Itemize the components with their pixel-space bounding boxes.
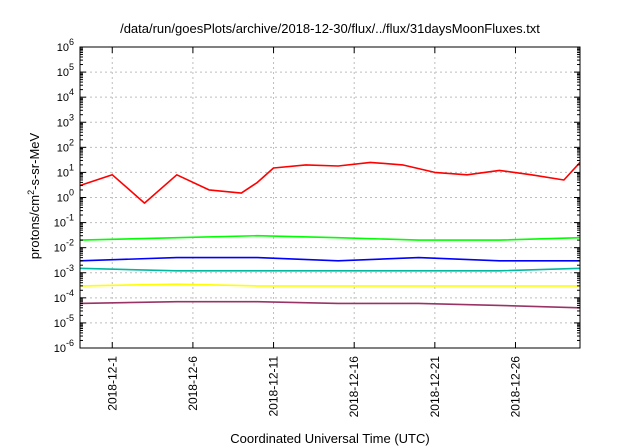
y-tick-label: 10-4 (54, 288, 74, 305)
y-tick-label: 10-1 (54, 213, 74, 230)
series-line-5 (79, 283, 580, 287)
y-tick-label: 106 (57, 37, 74, 54)
series-line-2 (79, 234, 581, 241)
y-tick-label: 103 (57, 112, 74, 129)
series-line-4 (79, 267, 581, 272)
series-group (79, 161, 581, 309)
chart-title: /data/run/goesPlots/archive/2018-12-30/f… (120, 21, 540, 36)
y-tick-label: 104 (57, 87, 74, 104)
x-ticks: 2018-12-1 2018-12-6 2018-12-11 2018-12-16 20… (105, 47, 522, 417)
y-tick-label: 105 (57, 62, 74, 79)
x-tick-label: 2018-12-16 (347, 356, 361, 418)
series-line-3 (79, 256, 580, 262)
y-tick-label: 10-3 (54, 263, 74, 280)
y-tick-label: 10-2 (54, 238, 74, 255)
x-tick-label: 2018-12-11 (267, 356, 281, 417)
y-tick-label: 100 (57, 188, 74, 205)
series-line-1 (79, 161, 581, 204)
y-tick-label: 10-5 (54, 313, 74, 330)
y-tick-label: 101 (57, 162, 74, 179)
y-tick-label: 10-6 (54, 338, 74, 355)
x-tick-label: 2018-12-1 (105, 356, 119, 411)
x-tick-label: 2018-12-21 (428, 356, 442, 418)
y-ticks: 10-6 10-5 10-4 10-3 10-2 10-1 100 101 102 103 104 1… (54, 37, 580, 355)
x-tick-label: 2018-12-6 (186, 356, 200, 411)
x-tick-label: 2018-12-26 (508, 356, 522, 418)
x-axis-label: Coordinated Universal Time (UTC) (230, 431, 430, 446)
y-tick-label: 102 (57, 137, 74, 154)
grid (80, 47, 580, 348)
series-line-6 (79, 300, 581, 309)
